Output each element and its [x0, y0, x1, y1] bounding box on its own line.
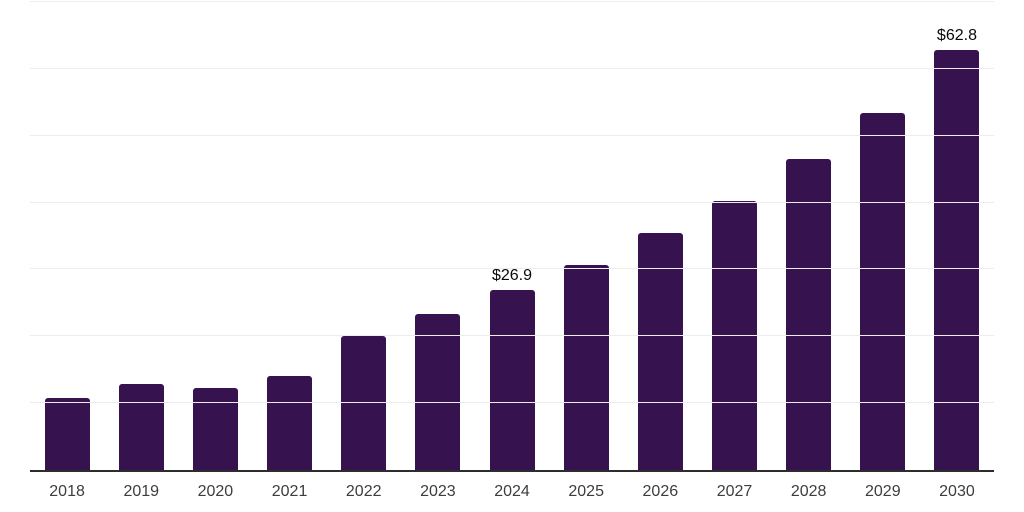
bar-value-label-2024: $26.9: [491, 267, 533, 284]
bar-2018: [44, 398, 90, 470]
x-axis-label-2027: 2027: [716, 483, 753, 500]
bar-2025: [563, 265, 609, 470]
x-axis-label-2018: 2018: [49, 483, 85, 500]
bar-2021: [267, 376, 313, 470]
bar-2026: [637, 233, 683, 470]
x-axis-label-2028: 2028: [790, 483, 827, 500]
bars-container: $26.9 $62.8: [30, 2, 994, 470]
bar-value-label-2030: $62.8: [936, 27, 977, 44]
bar-slot-2027: [697, 2, 771, 470]
gridline-30: [30, 268, 994, 270]
x-axis-label-2026: 2026: [642, 483, 679, 500]
bar-slot-2029: [846, 2, 920, 470]
bar-slot-2028: [772, 2, 846, 470]
bar-2020: [192, 388, 238, 470]
bar-2023: [415, 314, 461, 470]
bar-2030: [934, 50, 980, 470]
bar-2019: [118, 384, 164, 470]
x-axis-label-2019: 2019: [123, 483, 160, 500]
x-axis-label-2029: 2029: [865, 483, 901, 500]
x-axis-label-2022: 2022: [345, 483, 382, 500]
bar-slot-2030: $62.8: [920, 2, 994, 470]
bar-slot-2026: [623, 2, 697, 470]
bar-2028: [786, 159, 832, 470]
gridline-20: [30, 335, 994, 337]
gridline-50: [30, 134, 994, 136]
x-axis-label-2024: 2024: [494, 483, 530, 500]
x-axis-label-2021: 2021: [271, 483, 308, 500]
x-axis-labels: 2018 2019 2020 2021 2022 2023 2024 2025 2026 2027…: [30, 472, 994, 501]
gridline-40: [30, 201, 994, 203]
bar-slot-2024: $26.9: [475, 2, 549, 470]
bar-slot-2023: [401, 2, 475, 470]
bar-2024: [489, 290, 535, 470]
bar-slot-2018: [30, 2, 104, 470]
x-axis-label-2023: 2023: [420, 483, 456, 500]
bar-slot-2021: [252, 2, 326, 470]
gridline-60: [30, 67, 994, 69]
bar-slot-2022: [327, 2, 401, 470]
plot-area: $26.9 $62.8: [30, 1, 994, 472]
gridline-70: [30, 1, 994, 2]
x-axis-label-2020: 2020: [197, 483, 234, 500]
x-axis-label-2025: 2025: [568, 483, 604, 500]
bar-2029: [860, 113, 906, 470]
bar-slot-2019: [104, 2, 178, 470]
bar-slot-2020: [178, 2, 252, 470]
bar-slot-2025: [549, 2, 623, 470]
gridline-10: [30, 402, 994, 404]
x-axis-label-2030: 2030: [939, 483, 975, 500]
